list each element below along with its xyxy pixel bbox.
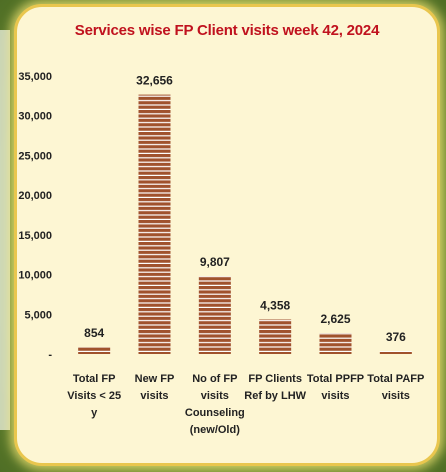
y-tick-label: 20,000 — [18, 190, 52, 202]
data-label: 4,358 — [260, 298, 290, 312]
y-tick-label: 30,000 — [18, 111, 52, 123]
bar — [259, 319, 292, 354]
bar — [198, 276, 231, 354]
x-tick-label: Total FP Visits < 25 y — [67, 373, 121, 419]
bars: 854 32,656 9,807 4,358 2,625 376 — [78, 74, 412, 355]
bar — [379, 351, 412, 354]
bar — [319, 333, 352, 354]
x-tick-label: No of FP visits Counseling (new/Old) — [185, 373, 245, 436]
y-tick-label: 25,000 — [18, 150, 52, 162]
data-label: 854 — [84, 326, 104, 340]
x-tick-label: Total PPFP visits — [307, 373, 364, 402]
data-label: 32,656 — [136, 74, 173, 88]
y-axis: - 5,000 10,000 15,000 20,000 25,000 30,000 35,0… — [18, 71, 52, 361]
data-label: 9,807 — [200, 255, 230, 269]
data-label: 2,625 — [320, 312, 350, 326]
x-tick-label: Total PAFP visits — [367, 373, 424, 402]
chart-title: Services wise FP Client visits week 42, … — [74, 22, 380, 39]
y-tick-label: 15,000 — [18, 230, 52, 242]
y-tick-label: 35,000 — [18, 71, 52, 83]
y-tick-label: 10,000 — [18, 270, 52, 282]
bar — [138, 94, 171, 355]
data-label: 376 — [386, 330, 406, 344]
y-tick-label: - — [48, 349, 52, 361]
background-panel-edge — [0, 30, 10, 430]
x-axis-labels: Total FP Visits < 25 y New FP visits No of FP… — [67, 373, 424, 436]
x-tick-label: FP Clients Ref by LHW — [244, 373, 306, 402]
bar — [78, 347, 111, 354]
chart-card — [14, 4, 440, 466]
y-tick-label: 5,000 — [24, 309, 52, 321]
x-tick-label: New FP visits — [135, 373, 175, 402]
